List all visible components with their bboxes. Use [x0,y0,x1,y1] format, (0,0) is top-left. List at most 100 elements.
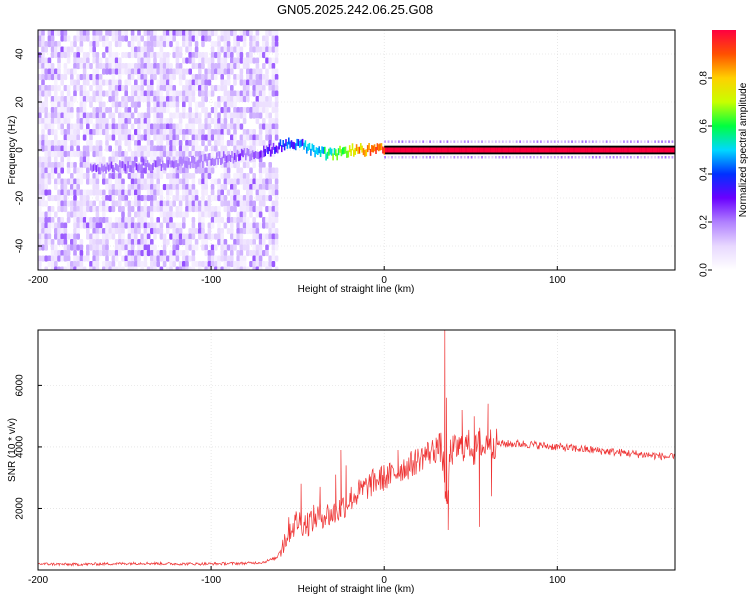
spectrogram-cell [182,255,186,262]
spectrogram-cell [66,189,71,196]
spectrogram-cell [230,96,234,103]
spectrogram-cell [178,63,183,70]
spectrogram-cell [236,118,240,125]
spectrogram-cell [63,134,68,141]
spectrogram-cell [210,57,215,64]
spectrogram-cell [194,52,199,59]
spectrogram-cell [86,162,90,169]
spectrogram-cell [191,145,196,152]
spectrogram-cell [76,222,80,229]
spectrogram-cell [233,261,237,268]
spectrogram-cell [118,41,122,48]
spectrogram-cell [108,233,112,240]
spectrogram-cell [57,96,61,103]
spectrogram-cell [233,57,237,64]
spectrogram-cell [201,90,205,97]
spectrogram-cell [271,200,276,207]
spectrogram-cell [92,52,96,59]
spectrogram-cell [265,57,269,64]
spectrogram-band-cell [432,140,435,143]
spectrogram-cell [95,222,100,229]
spectrogram-cell [66,68,71,75]
spectrogram-cell [258,74,263,81]
spectrogram-cell [175,151,180,158]
spectrogram-cell [233,35,237,42]
spectrogram-cell [217,134,221,141]
spectrogram-cell [127,211,132,218]
spectrogram-ridge-cell [433,147,435,153]
spectrogram-cell [134,211,138,218]
spectrogram-cell [274,46,279,53]
spectrogram-cell [226,266,231,270]
spectrogram-cell [124,68,128,75]
spectrogram-cell [73,57,77,64]
spectrogram-ridge-cell [232,156,235,164]
x-tick-label: -100 [201,575,221,586]
spectrogram-band-cell [415,156,418,159]
spectrogram-cell [201,239,205,246]
spectrogram-cell [140,206,144,213]
spectrogram-cell [60,79,64,86]
spectrogram-cell [233,195,237,202]
spectrogram-cell [162,107,167,114]
spectrogram-cell [73,63,77,70]
spectrogram-cell [271,90,276,97]
spectrogram-ridge-cell [213,159,215,166]
spectrogram-cell [140,184,144,191]
spectrogram-cell [92,68,96,75]
spectrogram-cell [249,211,253,218]
spectrogram-cell [118,173,122,180]
spectrogram-cell [230,85,234,92]
spectrogram-ridge-cell [92,164,95,172]
spectrogram-ridge-cell [548,147,550,153]
spectrogram-cell [191,52,196,59]
spectrogram-cell [223,41,228,48]
spectrogram-cell [172,112,176,119]
spectrogram-cell [146,244,151,251]
spectrogram-cell [50,101,55,108]
spectrogram-cell [226,35,231,42]
spectrogram-cell [50,68,55,75]
spectrogram-cell [201,57,205,64]
spectrogram-cell [47,123,52,130]
spectrogram-ridge-cell [258,151,261,159]
spectrogram-cell [111,173,116,180]
spectrogram-cell [63,129,68,136]
spectrogram-ridge-cell [546,147,549,153]
spectrogram-cell [143,244,148,251]
spectrogram-cell [252,228,256,235]
spectrogram-cell [210,151,215,158]
spectrogram-band-cell [394,156,397,159]
spectrogram-cell [236,63,240,70]
spectrogram-cell [76,79,80,86]
spectrogram-cell [159,101,164,108]
spectrogram-cell [105,178,109,185]
spectrogram-cell [108,184,112,191]
spectrogram-ridge-cell [239,153,242,161]
spectrogram-cell [92,217,96,224]
spectrogram-cell [38,233,42,240]
spectrogram-cell [76,129,80,136]
spectrogram-ridge-cell [437,147,440,153]
spectrogram-cell [127,250,132,257]
spectrogram-ridge-cell [109,163,111,171]
spectrogram-cell [124,79,128,86]
spectrogram-cell [44,112,48,119]
spectrogram-cell [134,239,138,246]
spectrogram-cell [38,57,42,64]
spectrogram-cell [175,189,180,196]
spectrogram-cell [70,151,74,158]
spectrogram-ridge-cell [357,146,359,154]
spectrogram-cell [105,140,109,147]
spectrogram-cell [57,162,61,169]
spectrogram-cell [66,85,71,92]
spectrogram-cell [63,74,68,81]
spectrogram-band-cell [425,156,428,159]
spectrogram-cell [182,134,186,141]
spectrogram-band-cell [429,140,432,143]
spectrogram-cell [102,107,106,114]
spectrogram-cell [166,211,170,218]
spectrogram-cell [134,68,138,75]
spectrogram-cell [191,222,196,229]
